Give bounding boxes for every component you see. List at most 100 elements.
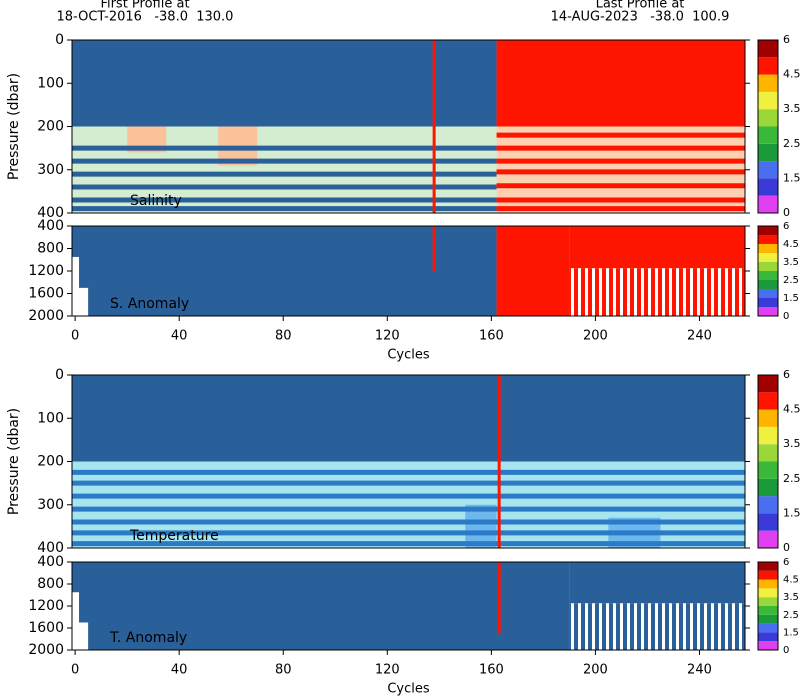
x-tick-label: 240 — [687, 663, 712, 678]
y-tick-label: 400 — [37, 540, 64, 556]
colorbar-label: 2.5 — [783, 137, 800, 150]
colorbar-label: 1.5 — [783, 627, 799, 638]
colorbar-swatch — [758, 588, 778, 598]
first-label: First Profile at — [100, 0, 189, 12]
panel-label: T. Anomaly — [109, 630, 187, 646]
colorbar-swatch — [758, 444, 778, 462]
region — [496, 226, 570, 316]
x-tick-label: 160 — [479, 663, 504, 678]
colorbar-swatch — [758, 392, 778, 410]
colorbar-swatch — [758, 178, 778, 196]
x-tick-label: 240 — [687, 329, 712, 344]
y-tick-label: 1200 — [28, 263, 64, 279]
colorbar-swatch — [758, 426, 778, 445]
colorbar-swatch — [758, 253, 778, 262]
region — [72, 375, 745, 462]
colorbar-label: 2.5 — [783, 610, 799, 621]
colorbar-swatch — [758, 562, 778, 571]
y-tick-label: 400 — [37, 554, 64, 570]
region — [569, 603, 745, 650]
y-tick-label: 800 — [37, 241, 64, 257]
region — [496, 40, 745, 127]
y-tick-label: 1200 — [28, 598, 64, 614]
colorbar-label: 0 — [783, 206, 790, 219]
y-tick-label: 400 — [37, 205, 64, 221]
region — [79, 287, 89, 316]
colorbar-swatch — [758, 513, 778, 531]
colorbar-swatch — [758, 40, 778, 58]
colorbar-swatch — [758, 289, 778, 298]
colorbar-swatch — [758, 375, 778, 393]
x-tick-label: 160 — [479, 329, 504, 344]
colorbar-swatch — [758, 280, 778, 289]
colorbar-label: 2.5 — [783, 472, 800, 485]
x-tick-label: 200 — [583, 663, 608, 678]
region — [569, 562, 745, 604]
colorbar-swatch — [758, 235, 778, 244]
y-tick-label: 300 — [37, 497, 64, 513]
y-tick-label: 200 — [37, 119, 64, 135]
y-tick-label: 1600 — [28, 286, 64, 302]
last-profile: 14-AUG-2023 -38.0 100.9 — [551, 10, 730, 25]
colorbar-swatch — [758, 91, 778, 110]
colorbar-swatch — [758, 109, 778, 127]
colorbar-frame — [757, 374, 779, 549]
colorbar-swatch — [758, 641, 778, 650]
y-tick-label: 100 — [37, 75, 64, 91]
colorbar-label: 6 — [783, 33, 790, 46]
colorbar-label: 4.5 — [783, 575, 799, 586]
panel-label: S. Anomaly — [110, 296, 189, 312]
x-tick-label: 80 — [275, 329, 292, 344]
panel-label: Salinity — [130, 193, 182, 209]
colorbar-label: 1.5 — [783, 293, 799, 304]
colorbar-label: 4.5 — [783, 68, 800, 81]
colorbar-swatch — [758, 298, 778, 307]
y-tick-label: 0 — [55, 367, 64, 383]
first-profile: 18-OCT-2016 -38.0 130.0 — [57, 10, 234, 25]
y-tick-label: 0 — [55, 32, 64, 48]
colorbar-swatch — [758, 161, 778, 179]
x-tick-label: 0 — [71, 329, 79, 344]
panel-label: Temperature — [129, 528, 219, 544]
region — [72, 256, 80, 316]
colorbar-frame — [757, 39, 779, 214]
colorbar-swatch — [758, 126, 778, 144]
colorbar-frame — [757, 561, 779, 651]
y-tick-label: 300 — [37, 162, 64, 178]
region — [72, 592, 80, 650]
colorbar-swatch — [758, 143, 778, 162]
region — [72, 40, 497, 127]
colorbar-swatch — [758, 606, 778, 615]
x-tick-label: 40 — [171, 329, 188, 344]
x-tick-label: 120 — [375, 663, 400, 678]
colorbar-label: 0 — [783, 645, 789, 656]
x-axis-label: Cycles — [387, 682, 430, 697]
colorbar-label: 3.5 — [783, 257, 799, 268]
colorbar-swatch — [758, 262, 778, 271]
colorbar-swatch — [758, 307, 778, 316]
colorbar-label: 3.5 — [783, 437, 800, 450]
x-tick-label: 40 — [171, 663, 188, 678]
y-tick-label: 1600 — [28, 620, 64, 636]
y-tick-label: 200 — [37, 454, 64, 470]
colorbar-label: 0 — [783, 541, 790, 554]
colorbar-swatch — [758, 409, 778, 427]
colorbar-label: 4.5 — [783, 239, 799, 250]
colorbar-label: 2.5 — [783, 275, 799, 286]
colorbar-swatch — [758, 461, 778, 479]
region — [465, 504, 497, 548]
colorbar-swatch — [758, 74, 778, 92]
colorbar-swatch — [758, 530, 778, 548]
colorbar-label: 1.5 — [783, 171, 800, 184]
colorbar-swatch — [758, 496, 778, 514]
y-tick-label: 800 — [37, 576, 64, 592]
region — [72, 562, 570, 650]
y-tick-label: 400 — [37, 218, 64, 234]
colorbar-swatch — [758, 570, 778, 580]
colorbar-swatch — [758, 632, 778, 642]
colorbar-swatch — [758, 271, 778, 280]
x-tick-label: 0 — [71, 663, 79, 678]
colorbar-frame — [757, 225, 779, 317]
y-axis-label: Pressure (dbar) — [6, 408, 22, 515]
